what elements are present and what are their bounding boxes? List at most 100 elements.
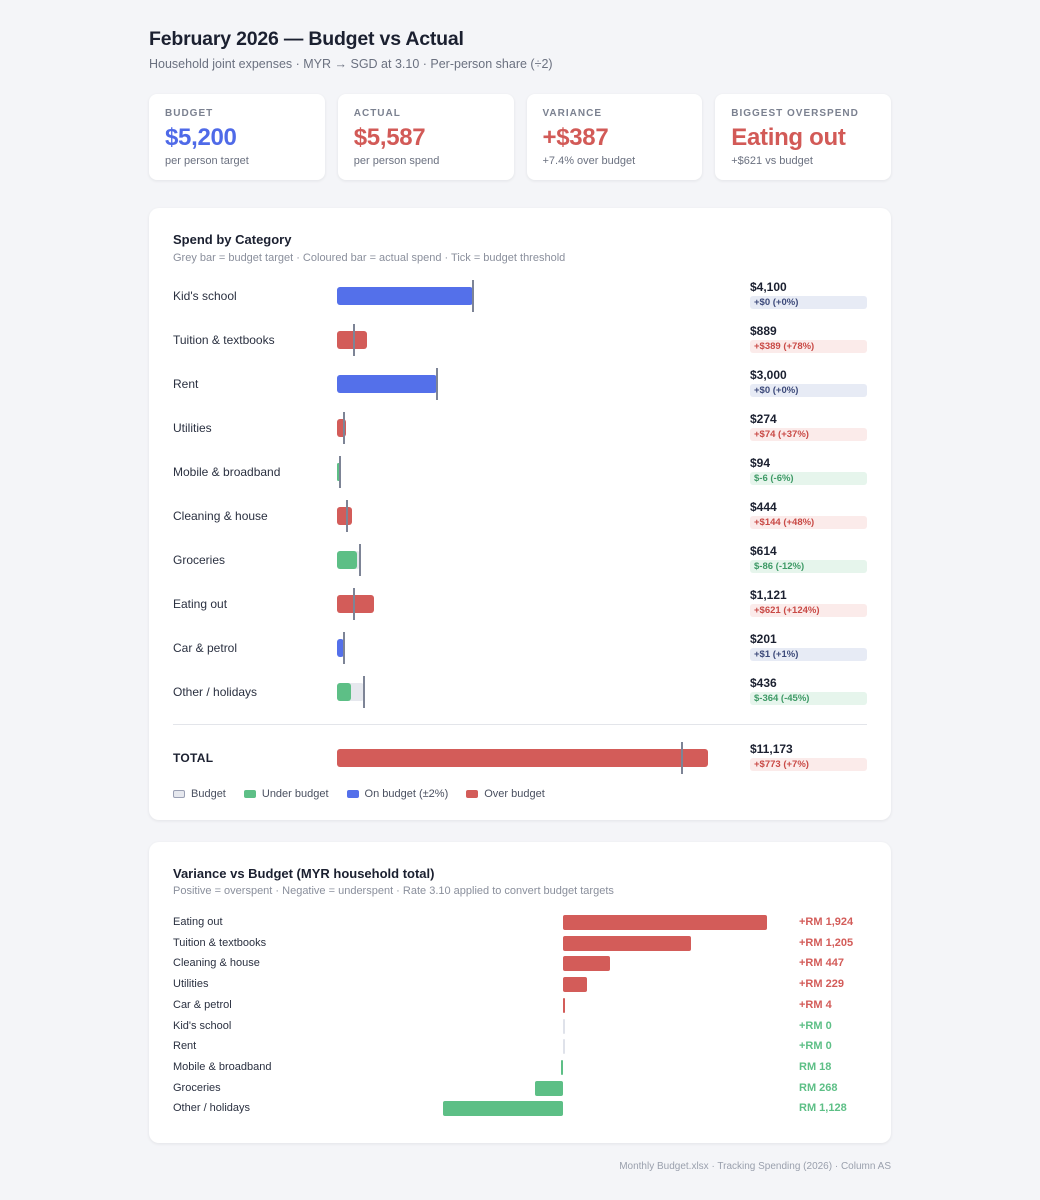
variance-bar	[443, 1101, 563, 1117]
variance-pill: +$773 (+7%)	[750, 758, 867, 771]
variance-pill: +$0 (+0%)	[750, 296, 867, 309]
actual-bar	[337, 287, 474, 305]
variance-pill: $-86 (-12%)	[750, 560, 867, 573]
variance-row: Mobile & broadband RM 18	[149, 1057, 891, 1077]
variance-pill: +$1 (+1%)	[750, 648, 867, 661]
kpi-sub: per person target	[165, 155, 249, 167]
kpi-value: $5,587	[353, 124, 426, 151]
variance-value: RM 268	[799, 1081, 838, 1094]
category-row: Cleaning & house $444 +$144 (+48%)	[149, 494, 891, 538]
variance-label: Eating out	[173, 916, 223, 928]
variance-pill: $-364 (-45%)	[750, 692, 867, 705]
variance-label: Other / holidays	[173, 1102, 251, 1115]
chart-subtitle: Grey bar = budget target · Coloured bar …	[173, 252, 566, 264]
actual-value: $1,121	[750, 588, 787, 602]
variance-pill: +$74 (+37%)	[750, 428, 867, 441]
category-row: Utilities $274 +$74 (+37%)	[149, 406, 891, 450]
legend-swatch	[173, 790, 185, 798]
category-label: Groceries	[173, 553, 226, 567]
category-label: Kid's school	[173, 289, 237, 303]
actual-bar	[337, 639, 344, 657]
category-row: Car & petrol $201 +$1 (+1%)	[149, 626, 891, 670]
budget-tick	[345, 500, 348, 532]
actual-value: $274	[750, 412, 777, 426]
variance-label: Rent	[173, 1040, 197, 1053]
category-label: Eating out	[173, 597, 228, 611]
variance-label: Tuition & textbooks	[173, 936, 267, 949]
legend-item-on: On budget (±2%)	[346, 788, 448, 800]
category-row: TOTAL $11,173 +$773 (+7%)	[149, 736, 891, 780]
variance-bar	[563, 997, 565, 1013]
actual-bar	[337, 463, 341, 481]
kpi-sub: +7.4% over budget	[542, 155, 636, 167]
category-label: Mobile & broadband	[173, 465, 281, 479]
variance-label: Kid's school	[173, 1019, 232, 1032]
variance-value: +RM 0	[799, 1019, 832, 1032]
legend-label: Budget	[191, 788, 226, 800]
budget-tick	[435, 368, 438, 400]
category-row: Tuition & textbooks $889 +$389 (+78%)	[149, 318, 891, 362]
footer: Monthly Budget.xlsx · Tracking Spending …	[619, 1161, 891, 1172]
variance-bar	[563, 1039, 565, 1055]
actual-bar	[337, 551, 358, 569]
kpi-value: Eating out	[731, 124, 846, 151]
budget-tick	[342, 412, 345, 444]
variance-label: Cleaning & house	[173, 957, 260, 970]
kpi-value: +$387	[542, 124, 609, 151]
variance-bar	[563, 1018, 565, 1034]
actual-bar	[337, 331, 367, 349]
divider	[173, 724, 867, 725]
variance-pill: +$621 (+124%)	[750, 604, 867, 617]
kpi-sub: +$621 vs budget	[731, 155, 813, 167]
variance-row: Eating out +RM 1,924	[149, 912, 891, 932]
legend-item-under: Under budget	[243, 788, 329, 800]
variance-pill: +$144 (+48%)	[750, 516, 867, 529]
kpi-sub: per person spend	[353, 155, 440, 167]
category-row: Rent $3,000 +$0 (+0%)	[149, 362, 891, 406]
category-row: Eating out $1,121 +$621 (+124%)	[149, 582, 891, 626]
variance-bar	[534, 1080, 563, 1096]
legend: Budget Under budget On budget (±2%) Over…	[173, 788, 563, 800]
actual-value: $11,173	[750, 742, 793, 756]
actual-bar	[337, 375, 437, 393]
category-label: TOTAL	[173, 751, 214, 765]
kpi-label: BUDGET	[165, 108, 214, 119]
kpi-strip: BUDGET $5,200 per person target ACTUAL $…	[149, 94, 891, 180]
actual-bar	[337, 595, 375, 613]
category-row: Other / holidays $436 $-364 (-45%)	[149, 670, 891, 714]
actual-value: $4,100	[750, 280, 787, 294]
variance-row: Rent +RM 0	[149, 1036, 891, 1056]
page-subtitle: Household joint expenses · MYR → SGD at …	[149, 57, 553, 71]
category-label: Utilities	[173, 421, 212, 435]
legend-swatch	[346, 790, 359, 798]
category-label: Cleaning & house	[173, 509, 268, 523]
variance-card: Variance vs Budget (MYR household total)…	[149, 842, 891, 1143]
category-label: Rent	[173, 377, 199, 391]
actual-bar	[337, 749, 708, 767]
actual-value: $201	[750, 632, 777, 646]
legend-swatch	[243, 790, 256, 798]
kpi-label: VARIANCE	[542, 108, 602, 119]
actual-value: $889	[750, 324, 777, 338]
variance-row: Cleaning & house +RM 447	[149, 953, 891, 973]
budget-tick	[681, 742, 684, 774]
page-title: February 2026 — Budget vs Actual	[149, 28, 464, 50]
page-header: February 2026 — Budget vs Actual Househo…	[149, 28, 553, 71]
actual-value: $444	[750, 500, 777, 514]
category-row: Mobile & broadband $94 $-6 (-6%)	[149, 450, 891, 494]
actual-value: $3,000	[750, 368, 787, 382]
variance-row: Utilities +RM 229	[149, 974, 891, 994]
variance-value: +RM 229	[799, 978, 844, 991]
legend-item-budget: Budget	[173, 788, 226, 800]
kpi-label: BIGGEST OVERSPEND	[731, 108, 859, 119]
kpi-card-budget: BUDGET $5,200 per person target	[149, 94, 325, 180]
legend-item-over: Over budget	[466, 788, 545, 800]
category-label: Car & petrol	[173, 641, 238, 655]
variance-value: +RM 1,205	[799, 936, 854, 949]
variance-value: RM 1,128	[799, 1102, 847, 1115]
category-label: Other / holidays	[173, 685, 258, 699]
variance-label: Utilities	[173, 978, 209, 991]
actual-value: $94	[750, 456, 771, 470]
variance-bar	[563, 977, 588, 993]
variance-bar	[563, 935, 691, 951]
